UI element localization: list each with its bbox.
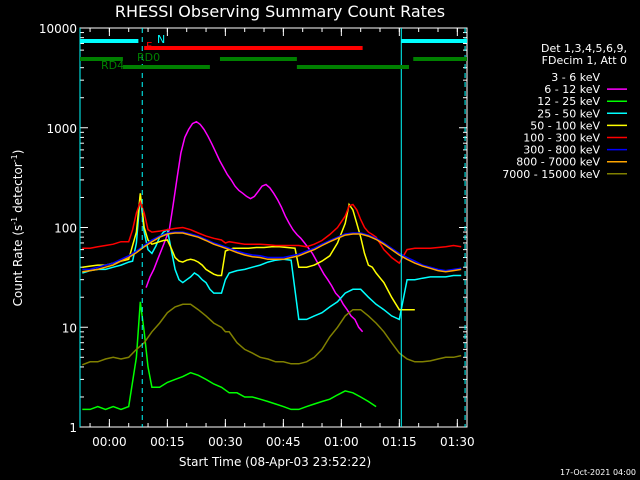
y-axis-label: Count Rate (s-1 detector-1) xyxy=(10,150,25,307)
x-tick-label: 00:15 xyxy=(150,435,185,449)
y-axis-label-end: ) xyxy=(11,150,25,155)
series-line xyxy=(82,193,415,311)
legend-entry-label: 7000 - 15000 keV xyxy=(502,168,600,181)
legend-entry-label: 100 - 300 keV xyxy=(523,132,600,145)
x-tick-label: 01:30 xyxy=(440,435,475,449)
series-line xyxy=(82,301,377,411)
legend-entry-label: 50 - 100 keV xyxy=(530,119,600,132)
state-bar-label: F xyxy=(146,40,152,53)
series-line xyxy=(82,231,462,272)
y-tick-label: 10000 xyxy=(39,22,77,36)
legend-header-1: Det 1,3,4,5,6,9, xyxy=(541,42,627,55)
x-axis-label: Start Time (08-Apr-03 23:52:22) xyxy=(179,455,371,469)
series-line xyxy=(82,195,462,321)
x-tick-label: 00:00 xyxy=(92,435,127,449)
x-tick-label: 01:00 xyxy=(324,435,359,449)
chart-title: RHESSI Observing Summary Count Rates xyxy=(115,2,445,21)
y-axis: 1 10 100 1000 10000 xyxy=(39,22,467,435)
series-line xyxy=(82,232,462,273)
y-axis-label-sup2: -1 xyxy=(10,154,19,162)
y-axis-label-main: Count Rate (s xyxy=(11,225,25,307)
state-bar-label: RD0 xyxy=(137,51,160,64)
footer-date: 17-Oct-2021 04:00 xyxy=(560,468,636,477)
y-axis-label-mid: detector xyxy=(11,162,25,217)
y-tick-label: 1 xyxy=(69,421,77,435)
y-tick-label: 100 xyxy=(54,222,77,236)
series-line xyxy=(145,120,364,333)
legend-entry-label: 6 - 12 keV xyxy=(544,83,600,96)
legend-entry-label: 25 - 50 keV xyxy=(537,107,600,120)
y-tick-label: 1000 xyxy=(46,122,77,136)
legend-header-2: FDecim 1, Att 0 xyxy=(542,54,627,67)
series-line xyxy=(82,303,462,366)
state-bar-label: N xyxy=(157,33,165,46)
series-line xyxy=(126,141,368,420)
y-tick-label: 10 xyxy=(62,321,77,335)
state-bar-label: RD4 xyxy=(101,59,124,72)
series-line xyxy=(82,199,462,265)
legend: Det 1,3,4,5,6,9, FDecim 1, Att 0 3 - 6 k… xyxy=(502,42,627,181)
x-tick-label: 00:45 xyxy=(266,435,301,449)
x-tick-label: 00:30 xyxy=(208,435,243,449)
x-tick-label: 01:15 xyxy=(382,435,417,449)
legend-entry-label: 12 - 25 keV xyxy=(537,95,600,108)
legend-entry-label: 300 - 800 keV xyxy=(523,144,600,157)
legend-entry-label: 3 - 6 keV xyxy=(551,71,600,84)
y-axis-label-sup1: -1 xyxy=(10,217,19,225)
x-axis: 00:00 00:15 00:30 00:45 01:00 01:15 01:30 xyxy=(89,28,475,449)
legend-entry-label: 800 - 7000 keV xyxy=(516,156,600,169)
series-group xyxy=(82,120,462,420)
